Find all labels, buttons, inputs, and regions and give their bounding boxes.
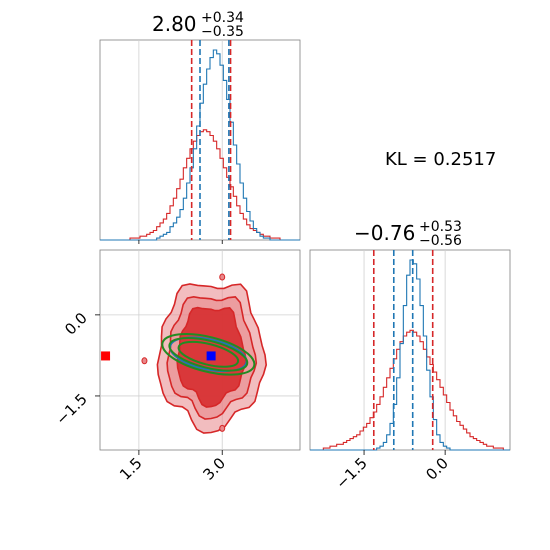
param1-minus-error: −0.35 <box>201 24 244 40</box>
x-tick-label: 3.0 <box>199 454 229 484</box>
param2-minus-error: −0.56 <box>419 233 462 249</box>
blue-histogram-param1 <box>100 49 300 241</box>
y-tick-label: −1.5 <box>52 390 90 428</box>
estimate-marker <box>206 351 216 361</box>
reference-marker <box>101 351 111 361</box>
param2-histogram-panel <box>309 249 511 451</box>
param2-title: −0.76 <box>354 221 415 245</box>
kl-annotation: KL = 0.2517 <box>385 149 496 170</box>
green-contour <box>161 333 256 376</box>
red-contour-island <box>219 273 226 281</box>
x-tick-label: −1.5 <box>332 454 370 492</box>
joint-contour-panel <box>99 249 301 451</box>
red-contour-island <box>141 357 148 365</box>
red-contour-island <box>219 424 226 432</box>
y-tick-label: 0.0 <box>61 309 91 339</box>
red-histogram-param2 <box>310 329 510 451</box>
param1-plus-error: +0.34 <box>201 10 244 26</box>
param1-title: 2.80 <box>152 12 197 36</box>
blue-histogram-param2 <box>310 259 510 451</box>
x-tick-label: 1.5 <box>116 454 146 484</box>
green-contour <box>177 340 240 368</box>
param2-plus-error: +0.53 <box>419 219 462 235</box>
x-tick-label: 0.0 <box>422 454 452 484</box>
joint-contour-layer <box>100 250 300 450</box>
green-contour <box>168 337 249 372</box>
param2-histogram-layer <box>310 250 510 451</box>
param1-histogram-layer <box>100 40 300 241</box>
